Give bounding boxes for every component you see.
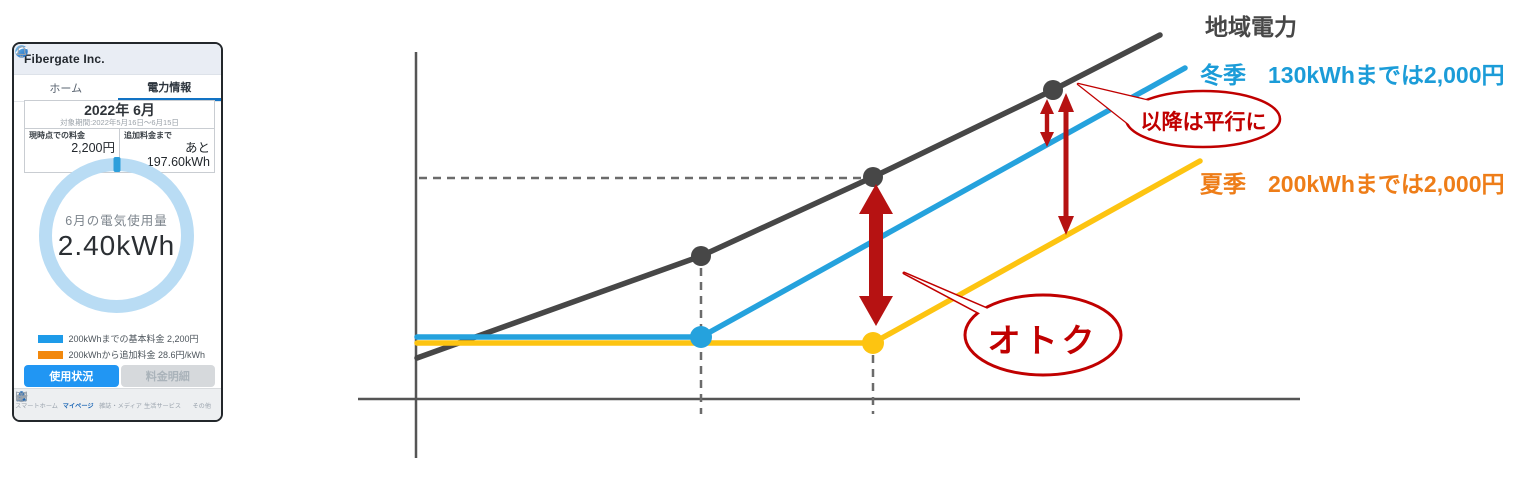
tab-power-info[interactable]: 電力情報 — [117, 75, 221, 101]
bottom-nav: スマートホーム マイページ 雑誌・メディア — [14, 388, 221, 420]
parallel-callout-bubble — [1076, 82, 1282, 149]
nav-label: スマートホーム — [15, 402, 58, 410]
legend-extra-label: 200kWhから追加料金 28.6円/kWh — [68, 350, 206, 360]
phone-app-screenshot: Fibergate Inc. ホーム 電力情報 2022年 6月 対象期間:20… — [12, 42, 223, 422]
summer-desc: 200kWhまでは2,000円 — [1268, 171, 1505, 197]
series-label-winter: 冬季 130kWhまでは2,000円 — [1200, 56, 1504, 90]
until-extra-value: あと 197.60kWh — [146, 141, 210, 169]
series-markers-layer — [690, 80, 1063, 354]
tab-home-label: ホーム — [49, 83, 83, 95]
current-fee-cell: 現時点での料金 2,200円 — [25, 129, 119, 172]
more-dots-icon — [15, 395, 28, 398]
winter-name: 冬季 — [1200, 62, 1246, 88]
long-gap-arrow — [1058, 93, 1074, 235]
nav-label: マイページ — [63, 402, 94, 410]
series-marker-summer — [862, 332, 884, 354]
period-subtitle: 対象期間:2022年5月16日〜6月15日 — [60, 118, 179, 127]
tab-bar: ホーム 電力情報 — [14, 75, 221, 102]
legend-row-basic: 200kWhまでの基本料金 2,200円 — [37, 332, 199, 345]
big-savings-arrow — [859, 184, 893, 326]
winter-desc: 130kWhまでは2,000円 — [1268, 62, 1505, 88]
nav-item-life-services[interactable]: 生活サービス — [16, 389, 182, 420]
dashed-guides — [419, 176, 875, 414]
tab-power-info-label: 電力情報 — [147, 81, 192, 94]
parallel-callout-text: 以降は平行に — [1140, 111, 1267, 134]
period-header: 2022年 6月 対象期間:2022年5月16日〜6月15日 — [25, 101, 214, 129]
series-marker-regional — [1043, 80, 1063, 100]
summer-name: 夏季 — [1200, 171, 1246, 197]
legend-swatch-blue — [37, 334, 63, 343]
legend-basic-label: 200kWhまでの基本料金 2,200円 — [68, 334, 199, 344]
small-gap-arrow — [1040, 99, 1054, 147]
billing-detail-button[interactable]: 料金明細 — [120, 365, 215, 387]
service-hand-icon — [16, 392, 28, 401]
difference-arrows — [859, 93, 1074, 326]
chart-axes — [358, 52, 1300, 458]
otoku-callout-bubble — [902, 271, 1123, 377]
series-marker-winter — [690, 326, 712, 348]
app-legend: 200kWhまでの基本料金 2,200円 200kWhから追加料金 28.6円/… — [14, 332, 221, 361]
series-label-regional: 地域電力 — [1205, 14, 1297, 40]
tab-home[interactable]: ホーム — [14, 75, 118, 101]
app-header: Fibergate Inc. — [14, 44, 221, 75]
legend-swatch-orange — [37, 350, 63, 359]
nav-label: 生活サービス — [144, 402, 182, 410]
nav-item-media[interactable]: 雑誌・メディア — [16, 389, 143, 420]
brand-name: Fibergate Inc. — [24, 52, 105, 66]
nav-label: その他 — [192, 402, 211, 410]
usage-status-button[interactable]: 使用状況 — [24, 365, 119, 387]
gauge-progress-tick — [113, 157, 120, 172]
current-fee-label: 現時点での料金 — [29, 131, 85, 140]
until-extra-label: 追加料金まで — [124, 131, 172, 140]
action-buttons: 使用状況 料金明細 — [24, 365, 215, 387]
nav-item-more[interactable]: その他 — [15, 389, 221, 420]
until-extra-cell: 追加料金まで あと 197.60kWh — [119, 129, 214, 172]
legend-row-extra: 200kWhから追加料金 28.6円/kWh — [37, 348, 205, 361]
gauge-label: 6月の電気使用量 — [65, 213, 168, 228]
series-marker-regional — [863, 167, 883, 187]
nav-label: 雑誌・メディア — [99, 402, 142, 410]
gauge-value: 2.40kWh — [57, 229, 176, 261]
series-label-summer: 夏季 200kWhまでは2,000円 — [1200, 165, 1504, 199]
series-marker-regional — [691, 246, 711, 266]
otoku-callout-text: オトク — [987, 322, 1099, 359]
current-fee-value: 2,200円 — [71, 141, 115, 155]
period-title: 2022年 6月 — [84, 102, 155, 118]
magazine-icon — [16, 391, 27, 403]
bell-icon[interactable] — [14, 44, 29, 59]
